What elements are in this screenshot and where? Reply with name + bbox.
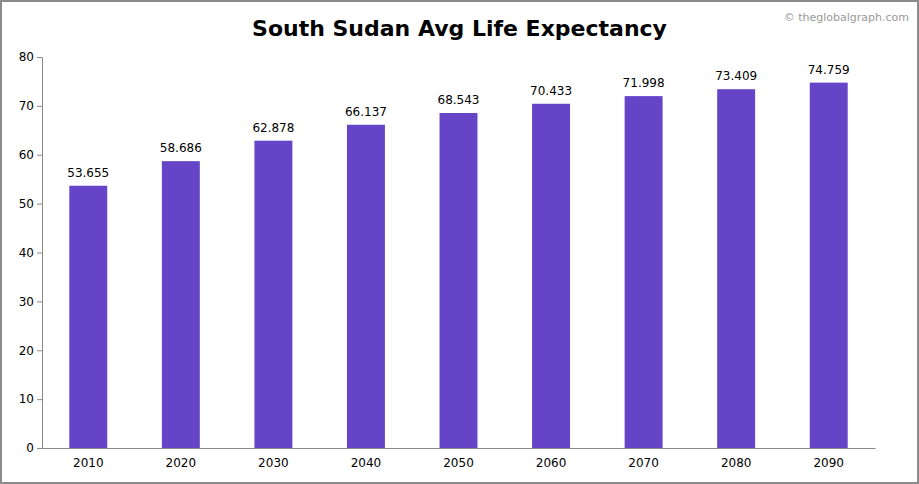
y-axis-line (37, 58, 43, 449)
y-tick: 0 (26, 441, 42, 455)
bar (347, 125, 385, 448)
y-tick-mark (37, 301, 42, 302)
y-tick-label: 50 (19, 197, 34, 211)
y-tick-label: 40 (19, 246, 34, 260)
data-label: 58.686 (160, 141, 202, 155)
data-label: 74.759 (808, 63, 850, 77)
y-tick-label: 70 (19, 99, 34, 113)
x-tick-label: 2080 (721, 456, 752, 470)
y-axis: 0 10 20 30 40 50 60 70 80 (19, 50, 43, 455)
data-labels: 53.655 58.686 62.878 66.137 68.543 70.433 71.9… (67, 63, 849, 180)
y-tick-label: 0 (26, 441, 34, 455)
y-tick-mark (37, 253, 42, 254)
data-label: 53.655 (67, 166, 109, 180)
x-tick-label: 2060 (536, 456, 567, 470)
y-tick-mark (37, 155, 42, 156)
x-tick-label: 2010 (73, 456, 104, 470)
data-label: 68.543 (438, 93, 480, 107)
y-tick-mark (37, 204, 42, 205)
y-tick: 20 (19, 344, 42, 358)
x-tick-label: 2020 (166, 456, 197, 470)
data-label: 70.433 (530, 84, 572, 98)
x-axis-line (43, 448, 876, 449)
x-tick: 2040 (351, 448, 382, 470)
data-label: 71.998 (623, 76, 665, 90)
y-tick-label: 10 (19, 392, 34, 406)
x-tick-label: 2070 (628, 456, 659, 470)
bar (440, 113, 478, 448)
y-tick: 40 (19, 246, 42, 260)
y-tick-mark (37, 350, 42, 351)
y-tick-label: 80 (19, 50, 34, 64)
bar (717, 89, 755, 448)
chart: 0102030405060708020102020203020402050206… (0, 0, 919, 484)
bars (69, 83, 847, 448)
data-label: 62.878 (252, 121, 294, 135)
y-tick: 80 (19, 50, 42, 64)
bar (532, 104, 570, 448)
bar (69, 186, 107, 448)
x-tick-label: 2050 (443, 456, 474, 470)
y-tick: 30 (19, 295, 42, 309)
bar (810, 83, 848, 448)
y-tick: 10 (19, 392, 42, 406)
x-tick: 2070 (628, 448, 659, 470)
x-tick: 2080 (721, 448, 752, 470)
bar (625, 96, 663, 448)
y-tick-mark (37, 448, 42, 449)
x-tick-label: 2090 (813, 456, 844, 470)
x-tick: 2050 (443, 448, 474, 470)
bar (162, 161, 200, 448)
data-label: 73.409 (715, 69, 757, 83)
x-tick: 2020 (166, 448, 197, 470)
data-label: 66.137 (345, 105, 387, 119)
x-tick: 2060 (536, 448, 567, 470)
y-tick-label: 60 (19, 148, 34, 162)
x-tick: 2010 (73, 448, 104, 470)
y-tick: 50 (19, 197, 42, 211)
x-tick-label: 2040 (351, 456, 382, 470)
x-tick-label: 2030 (258, 456, 289, 470)
y-tick-mark (37, 57, 42, 58)
y-tick: 60 (19, 148, 42, 162)
title: South Sudan Avg Life Expectancy (252, 16, 667, 41)
y-tick-mark (37, 106, 42, 107)
bar (254, 141, 292, 448)
y-tick-mark (37, 399, 42, 400)
frame (1, 1, 918, 483)
y-tick-label: 20 (19, 344, 34, 358)
x-tick: 2030 (258, 448, 289, 470)
y-tick-label: 30 (19, 295, 34, 309)
y-tick: 70 (19, 99, 42, 113)
x-axis: 2010 2020 2030 2040 2050 2060 2070 2080 2090 (43, 448, 876, 470)
watermark: © theglobalgraph.com (784, 11, 909, 24)
x-tick: 2090 (813, 448, 844, 470)
